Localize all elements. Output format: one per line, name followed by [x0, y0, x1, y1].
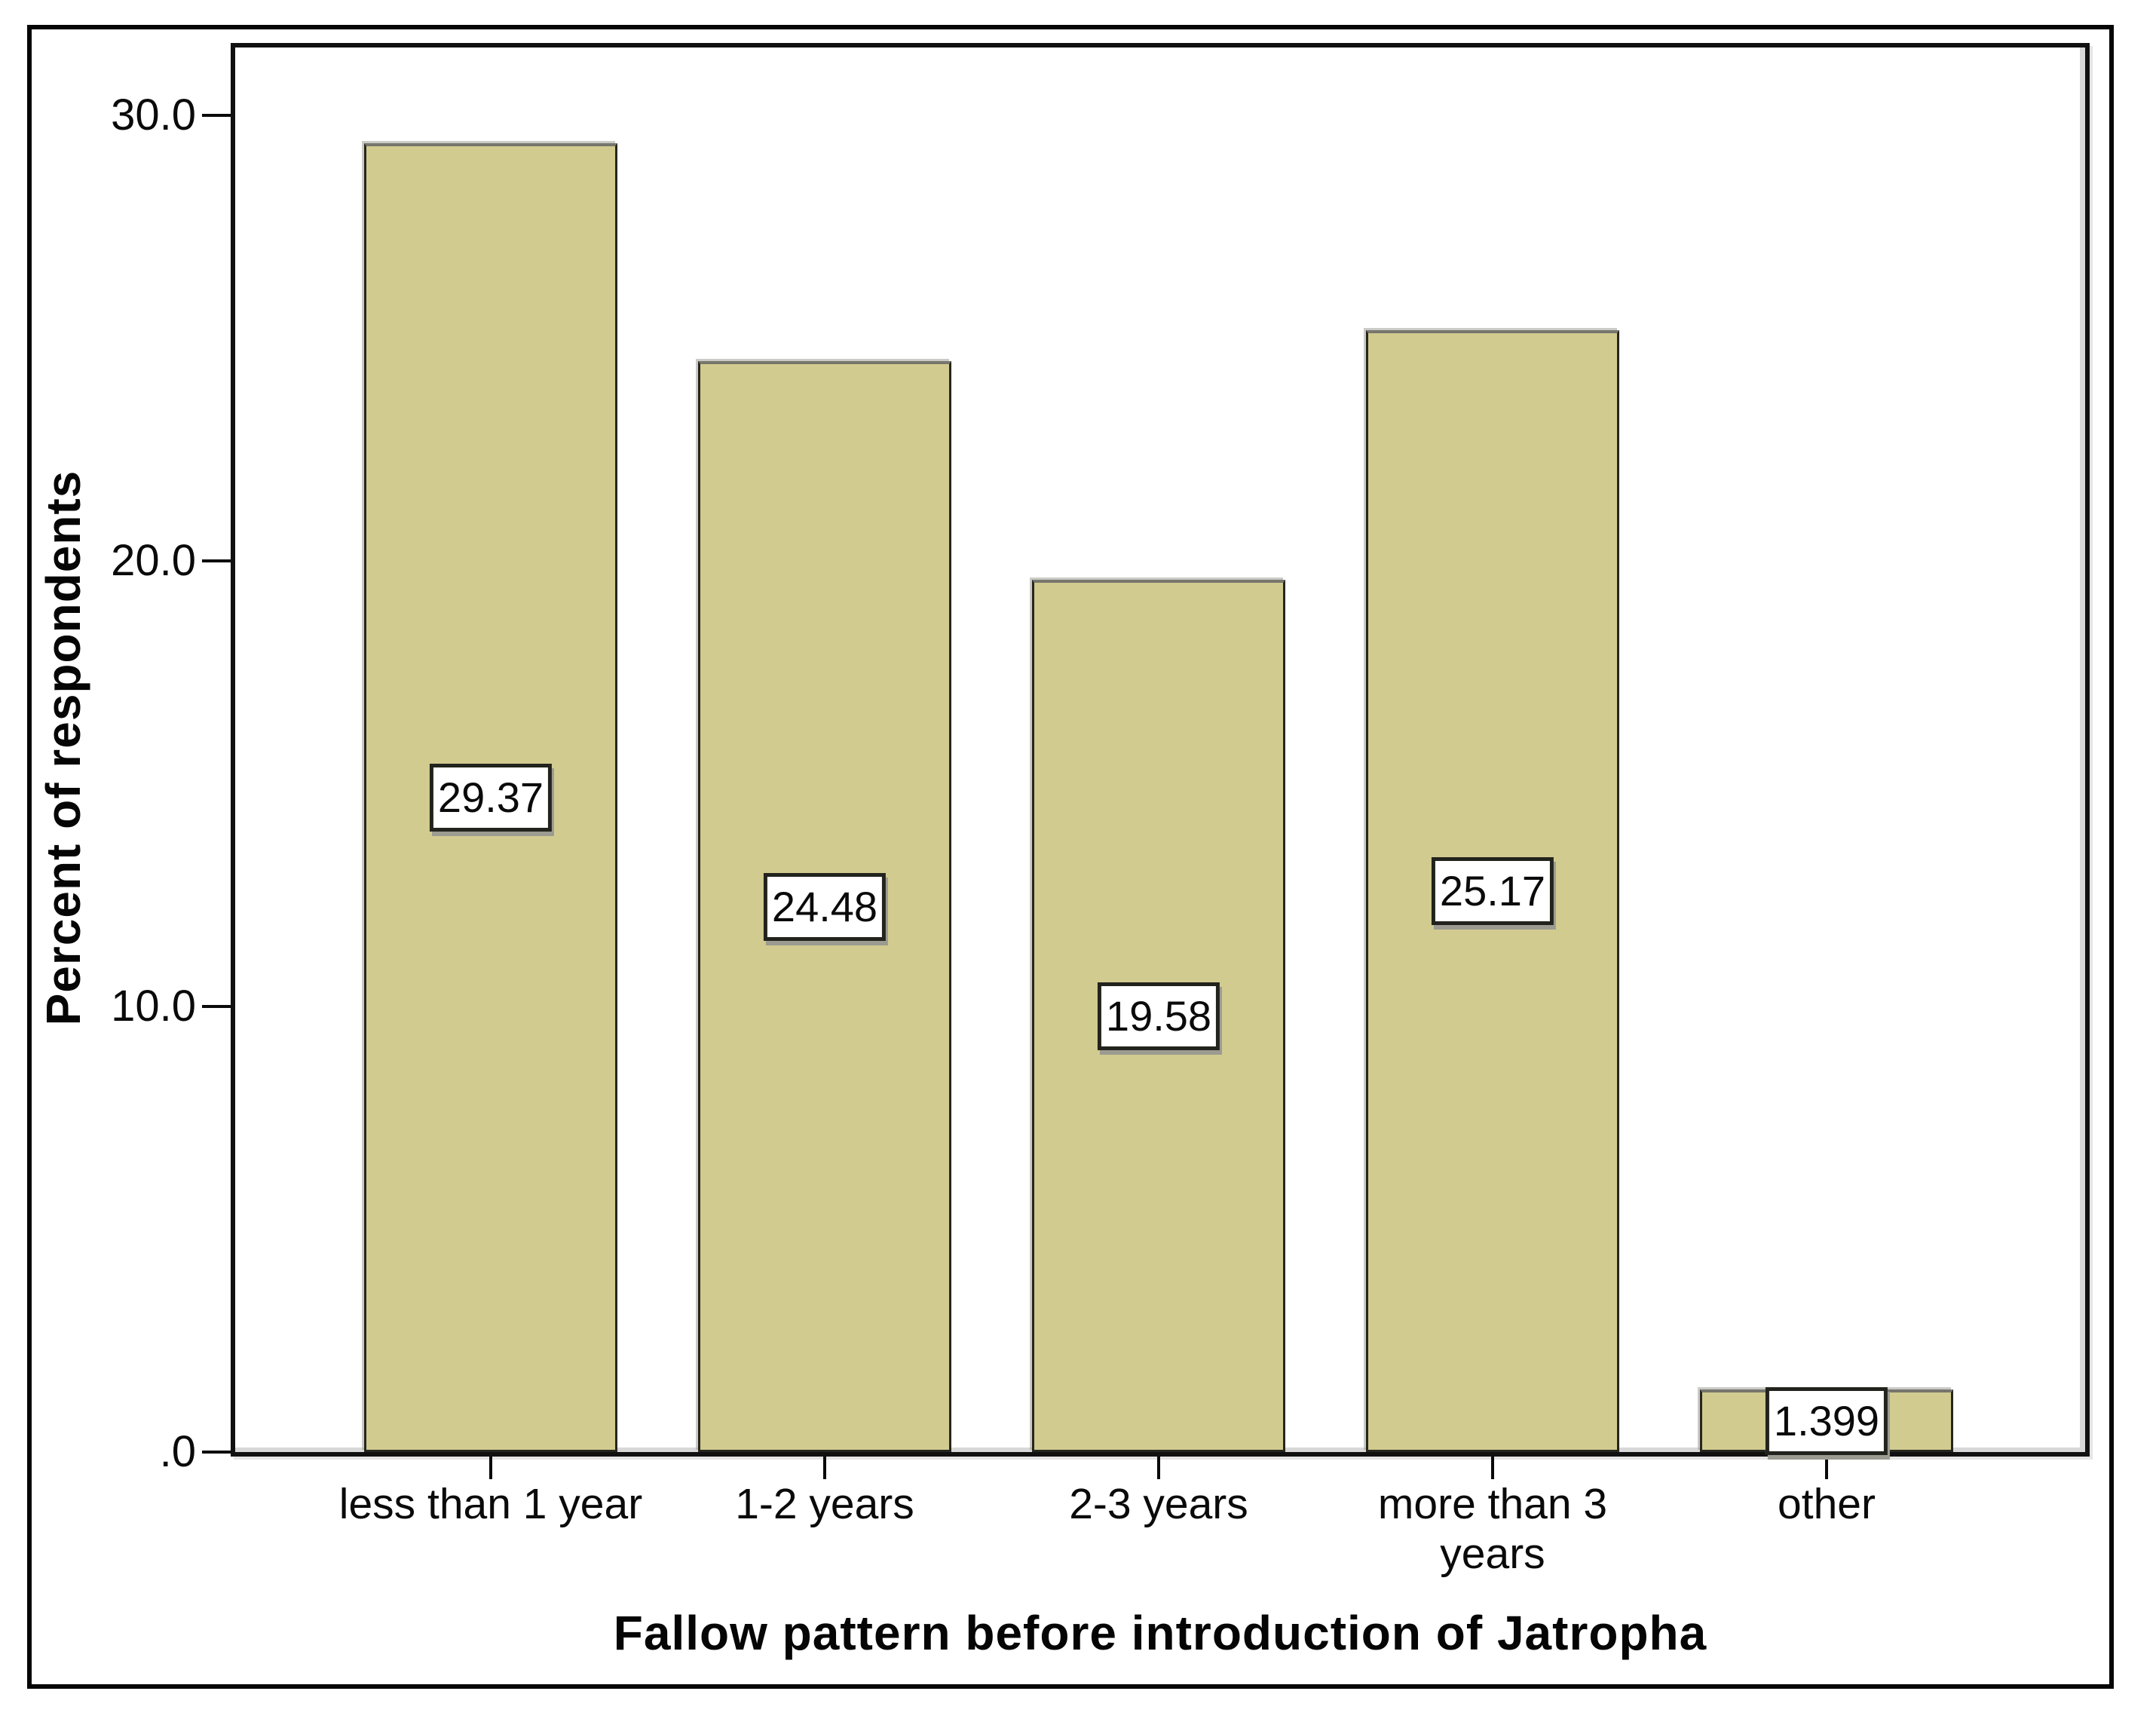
- value-label: 1.399: [1765, 1386, 1888, 1455]
- category-label: more than 3 years: [1377, 1480, 1608, 1578]
- x-tick-mark: [823, 1457, 826, 1479]
- value-label: 24.48: [763, 872, 887, 941]
- x-tick-mark: [1825, 1457, 1828, 1479]
- value-label: 19.58: [1097, 982, 1220, 1050]
- category-label: 2-3 years: [1069, 1480, 1248, 1528]
- y-tick-mark: [202, 1005, 231, 1008]
- y-tick-mark: [202, 559, 231, 562]
- category-label: less than 1 year: [338, 1480, 643, 1528]
- y-axis-title: Percent of respondents: [36, 470, 90, 1026]
- x-tick-mark: [1491, 1457, 1494, 1479]
- y-tick-mark: [202, 114, 231, 117]
- x-axis-title: Fallow pattern before introduction of Ja…: [613, 1606, 1707, 1660]
- y-tick-label: 30.0: [111, 90, 196, 139]
- y-tick-mark: [202, 1451, 231, 1454]
- value-label: 29.37: [429, 764, 553, 832]
- value-label: 25.17: [1431, 857, 1554, 925]
- category-label: other: [1778, 1480, 1876, 1528]
- x-tick-mark: [489, 1457, 492, 1479]
- y-tick-label: .0: [159, 1427, 196, 1476]
- category-label: 1-2 years: [735, 1480, 914, 1528]
- x-tick-mark: [1157, 1457, 1160, 1479]
- y-tick-label: 10.0: [111, 982, 196, 1031]
- y-tick-label: 20.0: [111, 536, 196, 585]
